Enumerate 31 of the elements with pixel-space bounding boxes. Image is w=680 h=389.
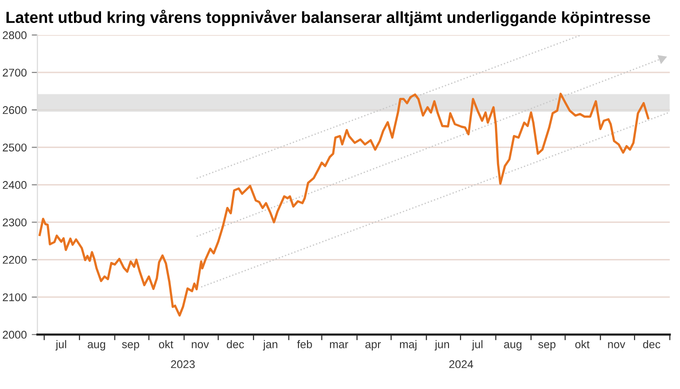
- x-tick-label: aug: [504, 342, 522, 350]
- x-tick-label: dec: [226, 340, 244, 348]
- y-tick-label: 2400: [2, 181, 27, 189]
- x-tick-label: apr: [365, 342, 381, 350]
- x-tick-label: sep: [122, 342, 140, 350]
- y-tick-label: 2600: [2, 106, 27, 114]
- x-tick-label: jul: [472, 340, 482, 350]
- x-tick-label: feb: [297, 340, 312, 348]
- y-tick-label: 2100: [2, 293, 27, 302]
- y-tick-label: 2800: [2, 31, 27, 40]
- x-tick-label: okt: [158, 340, 174, 348]
- x-tick-label: nov: [608, 342, 626, 348]
- text: 2023: [171, 360, 195, 368]
- x-tick-label: maj: [400, 340, 416, 350]
- y-tick-label: 2500: [2, 144, 27, 152]
- x-tick-label: nov: [192, 342, 209, 348]
- x-tick-label: sep: [538, 342, 556, 350]
- line-series: [38, 92, 650, 317]
- x-tick-label: jun: [434, 340, 450, 350]
- x-tick-label: dec: [643, 340, 660, 348]
- y-tick-label: 2700: [2, 68, 27, 77]
- x-tick-label: okt: [575, 340, 590, 348]
- chart-title: Latent utbud kring vårens toppnivåver balanserar alltjämt underliggande köpintresse: [6, 10, 650, 26]
- x-tick-label: jan: [262, 340, 278, 350]
- text: 2024: [449, 360, 474, 368]
- y-tick-label: 2300: [2, 218, 27, 226]
- y-tick-label: 2000: [2, 330, 27, 339]
- x-tick-label: jul: [55, 340, 66, 350]
- x-tick-label: mar: [330, 342, 348, 348]
- y-tick-label: 2200: [2, 256, 27, 264]
- x-tick-label: aug: [88, 342, 106, 350]
